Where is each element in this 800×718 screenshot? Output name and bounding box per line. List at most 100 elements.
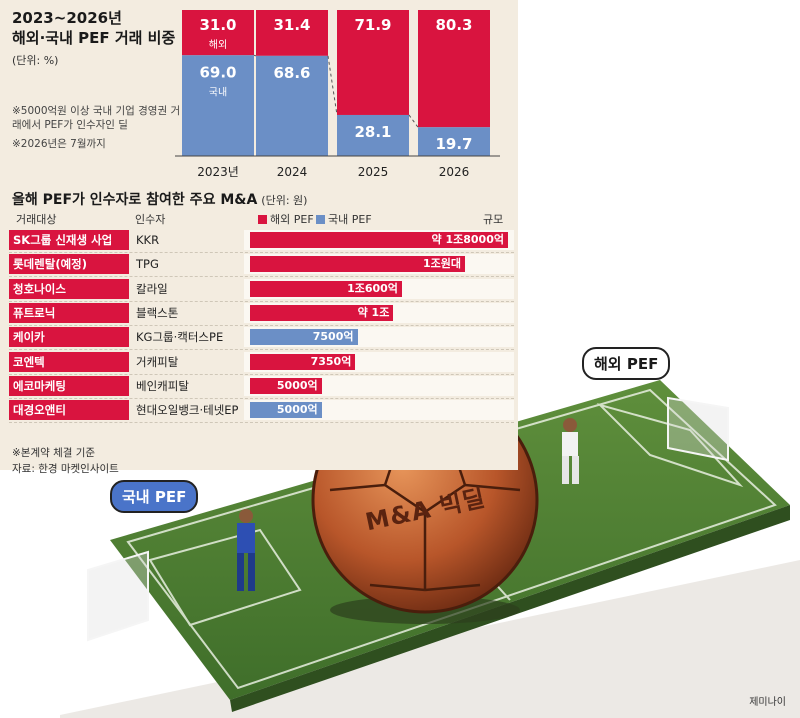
credit: 제미나이 — [749, 697, 786, 708]
chart1-note-2: ※2026년은 7월까지 — [12, 138, 106, 150]
deal-size-label: 5000억 — [276, 378, 318, 392]
value-label-foreign: 31.0 — [199, 16, 236, 34]
legend-domestic: 국내 PEF — [316, 211, 372, 227]
deal-buyer: 칼라일 — [136, 281, 168, 296]
deal-target: 퓨트로닉 — [9, 302, 129, 323]
row-divider — [9, 397, 514, 400]
bar-cell: 5000억 — [244, 400, 514, 421]
deal-target: 코엔텍 — [9, 351, 129, 372]
connector-line — [327, 55, 338, 116]
row-divider — [9, 324, 514, 327]
bar-cell: 7350억 — [244, 351, 514, 372]
value-label-domestic: 19.7 — [435, 135, 472, 153]
row-divider — [9, 349, 514, 351]
table-row: 퓨트로닉 블랙스톤 약 1조 — [0, 301, 518, 325]
deal-buyer: 블랙스톤 — [136, 305, 179, 320]
table-row: 롯데렌탈(예정) TPG 1조원대 — [0, 252, 518, 276]
bar-cell: 1조원대 — [244, 254, 514, 275]
table-row: 청호나이스 칼라일 1조600억 — [0, 277, 518, 301]
deal-bar: 7500억 — [250, 329, 358, 346]
legend-label-domestic: 국내 PEF — [328, 213, 372, 226]
x-tick-label: 2024 — [277, 165, 308, 179]
footnote-2: 자료: 한경 마켓인사이트 — [12, 463, 119, 475]
legend-foreign: 해외 PEF — [258, 211, 314, 227]
table-row: 에코마케팅 베인캐피탈 5000억 — [0, 374, 518, 398]
deal-size-label: 7500억 — [312, 330, 354, 344]
deal-target: 롯데렌탈(예정) — [9, 254, 129, 275]
row-divider — [9, 252, 514, 254]
connector-line — [253, 54, 257, 57]
row-divider — [9, 373, 514, 376]
deal-bar: 5000억 — [250, 377, 322, 394]
row-divider — [9, 276, 514, 278]
right-goal — [667, 396, 729, 462]
bar-domestic — [418, 127, 490, 156]
legend-label-foreign: 해외 PEF — [270, 213, 314, 226]
deal-buyer: KKR — [136, 233, 160, 247]
row-divider — [9, 422, 514, 424]
chart1-unit: (단위: %) — [12, 54, 59, 67]
value-label-domestic: 69.0 — [199, 63, 236, 81]
x-tick-label: 2026 — [439, 165, 470, 179]
deal-buyer: TPG — [136, 257, 159, 272]
bar-cell: 약 1조 — [244, 302, 514, 323]
value-label-foreign: 71.9 — [354, 16, 391, 34]
deal-buyer: 거캐피탈 — [136, 354, 179, 369]
value-label-domestic: 68.6 — [273, 64, 310, 82]
x-tick-label: 2023년 — [197, 165, 239, 179]
x-tick-label: 2025 — [358, 165, 389, 179]
deal-size-label: 7350억 — [310, 354, 352, 368]
foreign-player — [562, 418, 579, 484]
deal-size-label: 약 1조 — [357, 305, 390, 319]
value-label-domestic: 28.1 — [354, 123, 391, 141]
legend-swatch-foreign — [258, 214, 267, 224]
bar-cell: 1조600억 — [244, 278, 514, 299]
deal-bar: 1조600억 — [250, 280, 402, 297]
deal-target: SK그룹 신재생 사업 — [9, 230, 129, 250]
connector-line — [408, 114, 419, 128]
bar-foreign — [182, 10, 254, 56]
deal-size-label: 1조원대 — [422, 257, 461, 271]
deal-target: 에코마케팅 — [9, 375, 129, 396]
chart1-title-line: 해외·국내 PEF 거래 비중 — [12, 29, 176, 47]
col-header-buyer: 인수자 — [135, 213, 166, 226]
deal-target: 대경오앤티 — [9, 400, 129, 421]
bar-domestic — [182, 55, 254, 157]
deal-buyer: 베인캐피탈 — [136, 378, 189, 393]
row-divider — [9, 300, 514, 303]
deal-bar: 약 1조 — [250, 304, 394, 321]
deal-bar: 5000억 — [250, 402, 322, 419]
deal-buyer: 현대오일뱅크·테넷EP — [136, 403, 239, 418]
deal-target: 청호나이스 — [9, 278, 129, 299]
bar-cell: 5000억 — [244, 375, 514, 396]
bar-domestic — [337, 114, 409, 156]
table-row: 케이카 KG그룹·캑터스PE 7500억 — [0, 325, 518, 349]
table-row: 대경오앤티 현대오일뱅크·테넷EP 5000억 — [0, 398, 518, 422]
deal-bar: 7350억 — [250, 353, 356, 370]
inline-label-foreign: 해외 — [209, 38, 227, 51]
value-label-foreign: 31.4 — [273, 16, 310, 34]
deal-size-label: 5000억 — [276, 403, 318, 417]
chart2-title: 올해 PEF가 인수자로 참여한 주요 M&A (단위: 원) — [12, 189, 307, 209]
col-header-target: 거래대상 — [16, 213, 57, 226]
deal-size-label: 1조600억 — [347, 281, 398, 295]
chart2-title-text: 올해 PEF가 인수자로 참여한 주요 M&A — [12, 192, 258, 208]
chart1-title-line: 2023~2026년 — [12, 9, 122, 27]
footnote-1: ※본계약 체결 기준 — [12, 447, 96, 459]
bar-foreign — [418, 10, 490, 128]
bubble-domestic-pef: 국내 PEF — [110, 480, 199, 513]
chart1-note-1: ※5000억원 이상 국내 기업 경영권 거래에서 PEF가 인수자인 딜 — [12, 105, 181, 131]
bar-cell: 약 1조8000억 — [244, 230, 514, 250]
bar-domestic — [256, 55, 328, 156]
domestic-player — [237, 509, 255, 591]
deal-size-label: 약 1조8000억 — [431, 233, 504, 246]
deal-bar: 약 1조8000억 — [250, 232, 508, 248]
left-goal — [87, 550, 149, 642]
table-row: 코엔텍 거캐피탈 7350억 — [0, 350, 518, 374]
deal-target: 케이카 — [9, 327, 129, 348]
chart2-unit: (단위: 원) — [261, 194, 308, 207]
inline-label-domestic: 국내 — [209, 86, 227, 98]
